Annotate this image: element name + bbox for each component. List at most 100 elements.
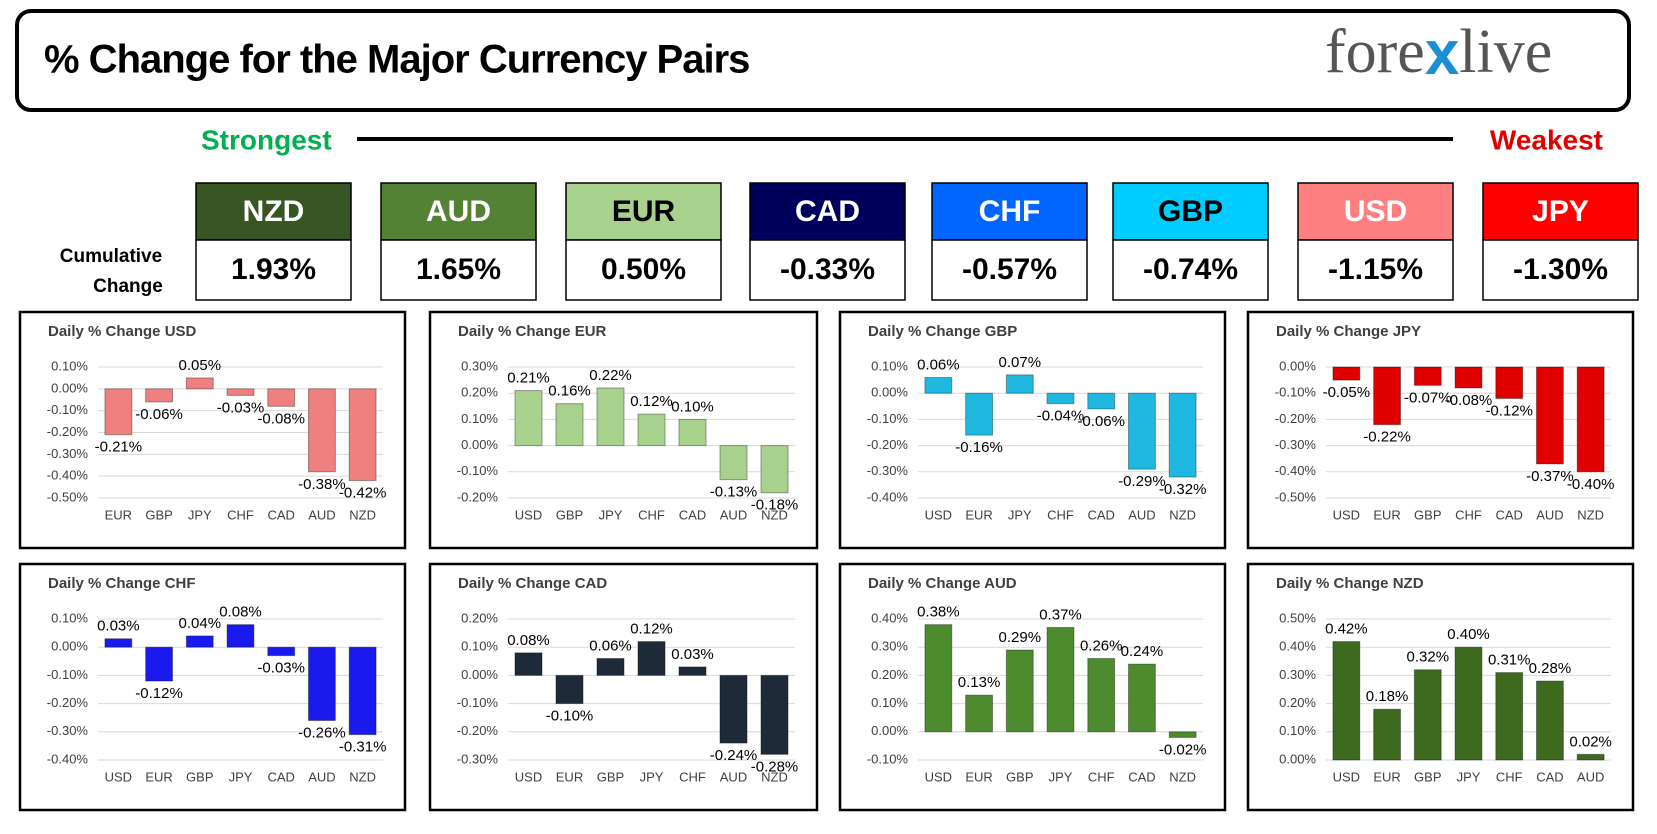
value-label: -0.05% (1323, 384, 1371, 401)
y-tick-label: 0.00% (871, 723, 908, 738)
value-label: 0.22% (589, 367, 632, 384)
x-tick-label: JPY (640, 769, 664, 784)
value-label: 0.24% (1121, 643, 1164, 660)
currency-change: -1.30% (1513, 253, 1608, 286)
x-tick-label: CAD (267, 769, 294, 784)
bar (965, 392, 994, 436)
bar (555, 674, 584, 705)
y-tick-label: -0.10% (867, 411, 909, 426)
value-label: -0.03% (257, 660, 305, 677)
x-tick-label: AUD (1536, 507, 1563, 522)
y-tick-label: 0.00% (461, 437, 498, 452)
bar (1087, 657, 1116, 733)
currency-value-box (195, 239, 352, 301)
x-tick-label: CHF (1496, 769, 1523, 784)
bar (1373, 708, 1402, 761)
x-tick-label: NZD (761, 769, 788, 784)
bar (1413, 366, 1442, 386)
value-label: 0.12% (630, 393, 673, 410)
bar (514, 652, 543, 676)
currency-name: CHF (979, 195, 1041, 228)
y-tick-label: -0.10% (47, 667, 89, 682)
y-tick-label: -0.50% (47, 489, 89, 504)
value-label: 0.37% (1039, 606, 1082, 623)
x-tick-label: CHF (1088, 769, 1115, 784)
currency-header (1482, 182, 1639, 241)
value-label: -0.08% (257, 410, 305, 427)
bar (1127, 392, 1156, 470)
bar (1168, 392, 1197, 478)
value-label: -0.32% (1159, 481, 1207, 498)
y-tick-label: 0.20% (461, 385, 498, 400)
y-tick-label: -0.10% (1275, 385, 1317, 400)
y-tick-label: 0.10% (461, 411, 498, 426)
bar (719, 674, 748, 744)
y-tick-label: -0.30% (457, 751, 499, 766)
value-label: -0.42% (339, 485, 387, 502)
value-label: 0.08% (219, 604, 262, 621)
x-tick-label: CAD (1128, 769, 1155, 784)
currency-header (1112, 182, 1269, 241)
x-tick-label: NZD (1577, 507, 1604, 522)
bar (267, 646, 296, 657)
y-tick-label: 0.10% (51, 610, 88, 625)
cumulative-label: Change (93, 276, 163, 297)
currency-name: CAD (795, 195, 860, 228)
bar (226, 388, 255, 396)
y-tick-label: 0.10% (871, 358, 908, 373)
x-tick-label: EUR (1373, 507, 1400, 522)
value-label: -0.10% (546, 708, 594, 725)
y-tick-label: 0.20% (461, 610, 498, 625)
x-tick-label: JPY (229, 769, 253, 784)
y-tick-label: -0.10% (457, 463, 499, 478)
bar (1495, 366, 1524, 399)
y-tick-label: 0.10% (871, 695, 908, 710)
bar (1373, 366, 1402, 426)
currency-value-box (565, 239, 722, 301)
bar (104, 638, 133, 648)
x-tick-label: EUR (556, 769, 583, 784)
value-label: -0.12% (1485, 402, 1533, 419)
bar (1576, 753, 1605, 761)
x-tick-label: GBP (1414, 769, 1441, 784)
y-tick-label: 0.00% (1279, 751, 1316, 766)
bar (185, 635, 214, 648)
y-tick-label: -0.20% (457, 489, 499, 504)
value-label: 0.28% (1529, 660, 1572, 677)
y-tick-label: 0.30% (871, 639, 908, 654)
currency-value-box (931, 239, 1088, 301)
x-tick-label: EUR (965, 507, 992, 522)
bar (104, 388, 133, 436)
x-tick-label: CAD (1087, 507, 1114, 522)
x-tick-label: EUR (145, 769, 172, 784)
x-tick-label: CHF (638, 507, 665, 522)
bar (555, 403, 584, 447)
value-label: -0.28% (751, 758, 799, 775)
chart-frame (18, 562, 407, 812)
x-tick-label: JPY (1008, 507, 1032, 522)
y-tick-label: 0.30% (1279, 667, 1316, 682)
x-tick-label: AUD (308, 507, 335, 522)
weakest-label: Weakest (1490, 124, 1603, 155)
value-label: -0.06% (135, 406, 183, 423)
currency-name: USD (1344, 195, 1407, 228)
x-tick-label: GBP (186, 769, 213, 784)
value-label: 0.10% (671, 398, 714, 415)
y-tick-label: 0.10% (51, 358, 88, 373)
value-label: 0.32% (1407, 649, 1450, 666)
x-tick-label: GBP (556, 507, 583, 522)
currency-header (565, 182, 722, 241)
y-tick-label: 0.00% (871, 385, 908, 400)
currency-change: 1.93% (231, 253, 316, 286)
y-tick-label: 0.00% (461, 667, 498, 682)
currency-name: NZD (243, 195, 305, 228)
currency-value-box (749, 239, 906, 301)
value-label: 0.02% (1569, 733, 1612, 750)
x-tick-label: USD (105, 769, 132, 784)
x-tick-label: USD (1333, 769, 1360, 784)
value-label: -0.18% (751, 497, 799, 514)
y-tick-label: 0.00% (1279, 358, 1316, 373)
currency-change: -0.74% (1143, 253, 1238, 286)
value-label: 0.42% (1325, 621, 1368, 638)
y-tick-label: 0.50% (1279, 610, 1316, 625)
